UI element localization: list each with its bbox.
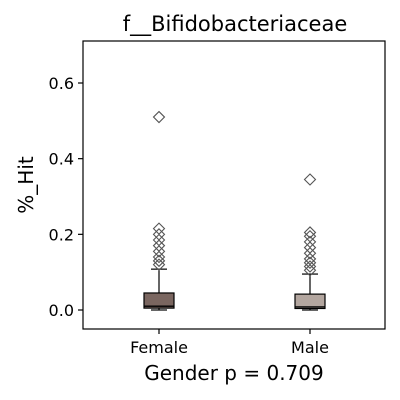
outlier-point (152, 258, 166, 271)
outlier-point (303, 173, 317, 186)
outlier-point (152, 228, 166, 241)
x-tick-label: Female (130, 338, 188, 357)
outlier-point (152, 250, 166, 264)
iqr-box (294, 293, 326, 310)
outlier-point (152, 245, 166, 258)
x-tick-label: Male (291, 338, 329, 357)
y-tick-label: 0.2 (49, 225, 74, 244)
y-tick-label: 0.0 (49, 301, 74, 320)
outlier-point (303, 252, 317, 266)
iqr-box (143, 292, 175, 309)
box-male (294, 173, 326, 311)
plot-frame (82, 40, 386, 330)
outlier-point (152, 110, 166, 124)
y-axis-label: %_Hit (14, 156, 38, 214)
outlier-point (303, 235, 317, 249)
outlier-point (303, 260, 317, 273)
outlier-point (152, 239, 166, 252)
box-female (143, 110, 175, 311)
y-axis: 0.0 0.2 0.4 0.6 (49, 74, 83, 320)
y-tick-label: 0.4 (49, 150, 74, 169)
outlier-point (152, 222, 166, 235)
x-axis-label: Gender p = 0.709 (144, 361, 323, 385)
outlier-point (303, 241, 317, 254)
outlier-point (303, 246, 317, 260)
x-axis: Female Male (130, 329, 329, 357)
chart-title: f__Bifidobacteriaceae (123, 12, 348, 37)
y-tick-label: 0.6 (49, 74, 74, 93)
outlier-point (152, 233, 166, 247)
boxes (143, 110, 326, 311)
outlier-point (303, 226, 317, 239)
